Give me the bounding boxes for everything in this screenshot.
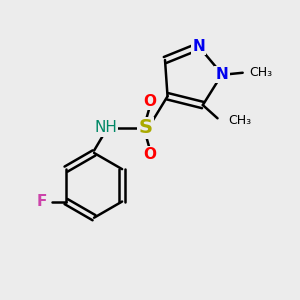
Text: NH: NH <box>94 120 117 135</box>
Text: CH₃: CH₃ <box>249 66 273 79</box>
Text: O: O <box>143 94 157 109</box>
Text: O: O <box>143 147 157 162</box>
Text: CH₃: CH₃ <box>228 114 251 127</box>
Text: F: F <box>37 194 47 209</box>
Text: S: S <box>139 118 153 137</box>
Text: N: N <box>192 39 205 54</box>
Text: N: N <box>216 67 228 82</box>
